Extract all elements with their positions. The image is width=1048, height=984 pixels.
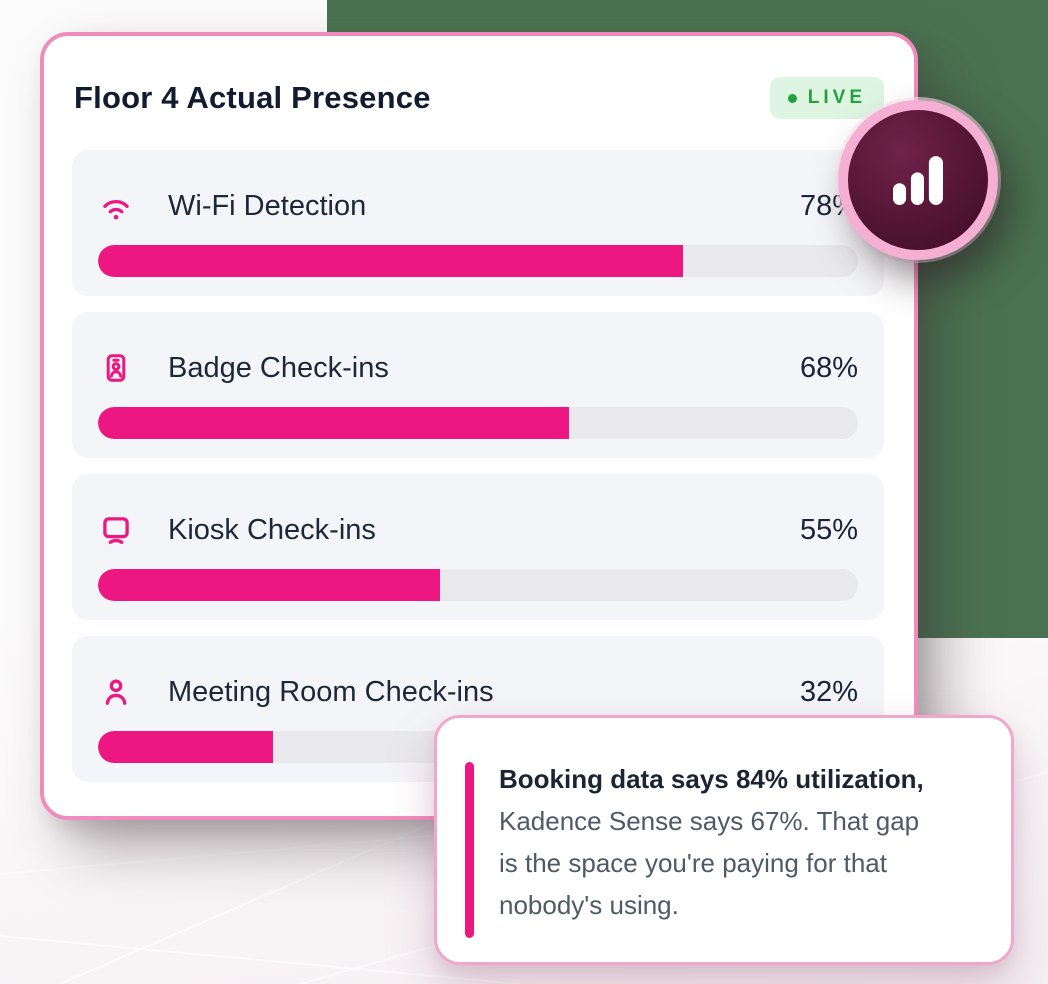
progress-track	[98, 569, 858, 601]
metric-row: Badge Check-ins 68%	[72, 312, 884, 458]
person-icon	[98, 674, 134, 710]
presence-card: Floor 4 Actual Presence LIVE Wi-Fi Detec…	[40, 32, 918, 820]
live-badge: LIVE	[769, 77, 884, 119]
metric-label: Badge Check-ins	[168, 351, 389, 384]
metric-value: 55%	[799, 513, 858, 546]
tooltip-text: Booking data says 84% utilization, Kadenc…	[499, 764, 924, 920]
metric-row-header: Badge Check-ins 68%	[98, 337, 858, 399]
kiosk-icon	[98, 512, 134, 548]
card-header: Floor 4 Actual Presence LIVE	[74, 76, 884, 120]
insight-tooltip: Booking data says 84% utilization, Kadenc…	[434, 715, 1014, 965]
metric-label: Wi-Fi Detection	[168, 189, 367, 222]
tooltip-accent-bar	[465, 762, 474, 938]
metric-value: 68%	[799, 351, 858, 384]
metric-row: Wi-Fi Detection 78%	[72, 150, 884, 296]
metric-label: Meeting Room Check-ins	[168, 675, 494, 708]
metric-row-header: Wi-Fi Detection 78%	[98, 175, 858, 237]
metric-value: 32%	[799, 675, 858, 708]
progress-track	[98, 245, 858, 277]
metric-row: Kiosk Check-ins 55%	[72, 474, 884, 620]
live-badge-label: LIVE	[807, 87, 866, 108]
card-title: Floor 4 Actual Presence	[74, 80, 431, 115]
progress-fill	[98, 407, 570, 439]
wifi-icon	[98, 188, 134, 224]
metric-row-header: Kiosk Check-ins 55%	[98, 499, 858, 561]
progress-fill	[98, 245, 684, 277]
progress-fill	[98, 569, 440, 601]
progress-track	[98, 407, 858, 439]
badge-icon	[98, 350, 134, 386]
progress-fill	[98, 731, 273, 763]
metric-label: Kiosk Check-ins	[168, 513, 376, 546]
analytics-circle-badge	[838, 100, 998, 260]
metric-row-header: Meeting Room Check-ins 32%	[98, 661, 858, 723]
metric-rows: Wi-Fi Detection 78% Badge Check-ins 68% …	[72, 150, 884, 782]
live-dot-icon	[787, 93, 797, 103]
bar-chart-icon	[893, 156, 943, 205]
